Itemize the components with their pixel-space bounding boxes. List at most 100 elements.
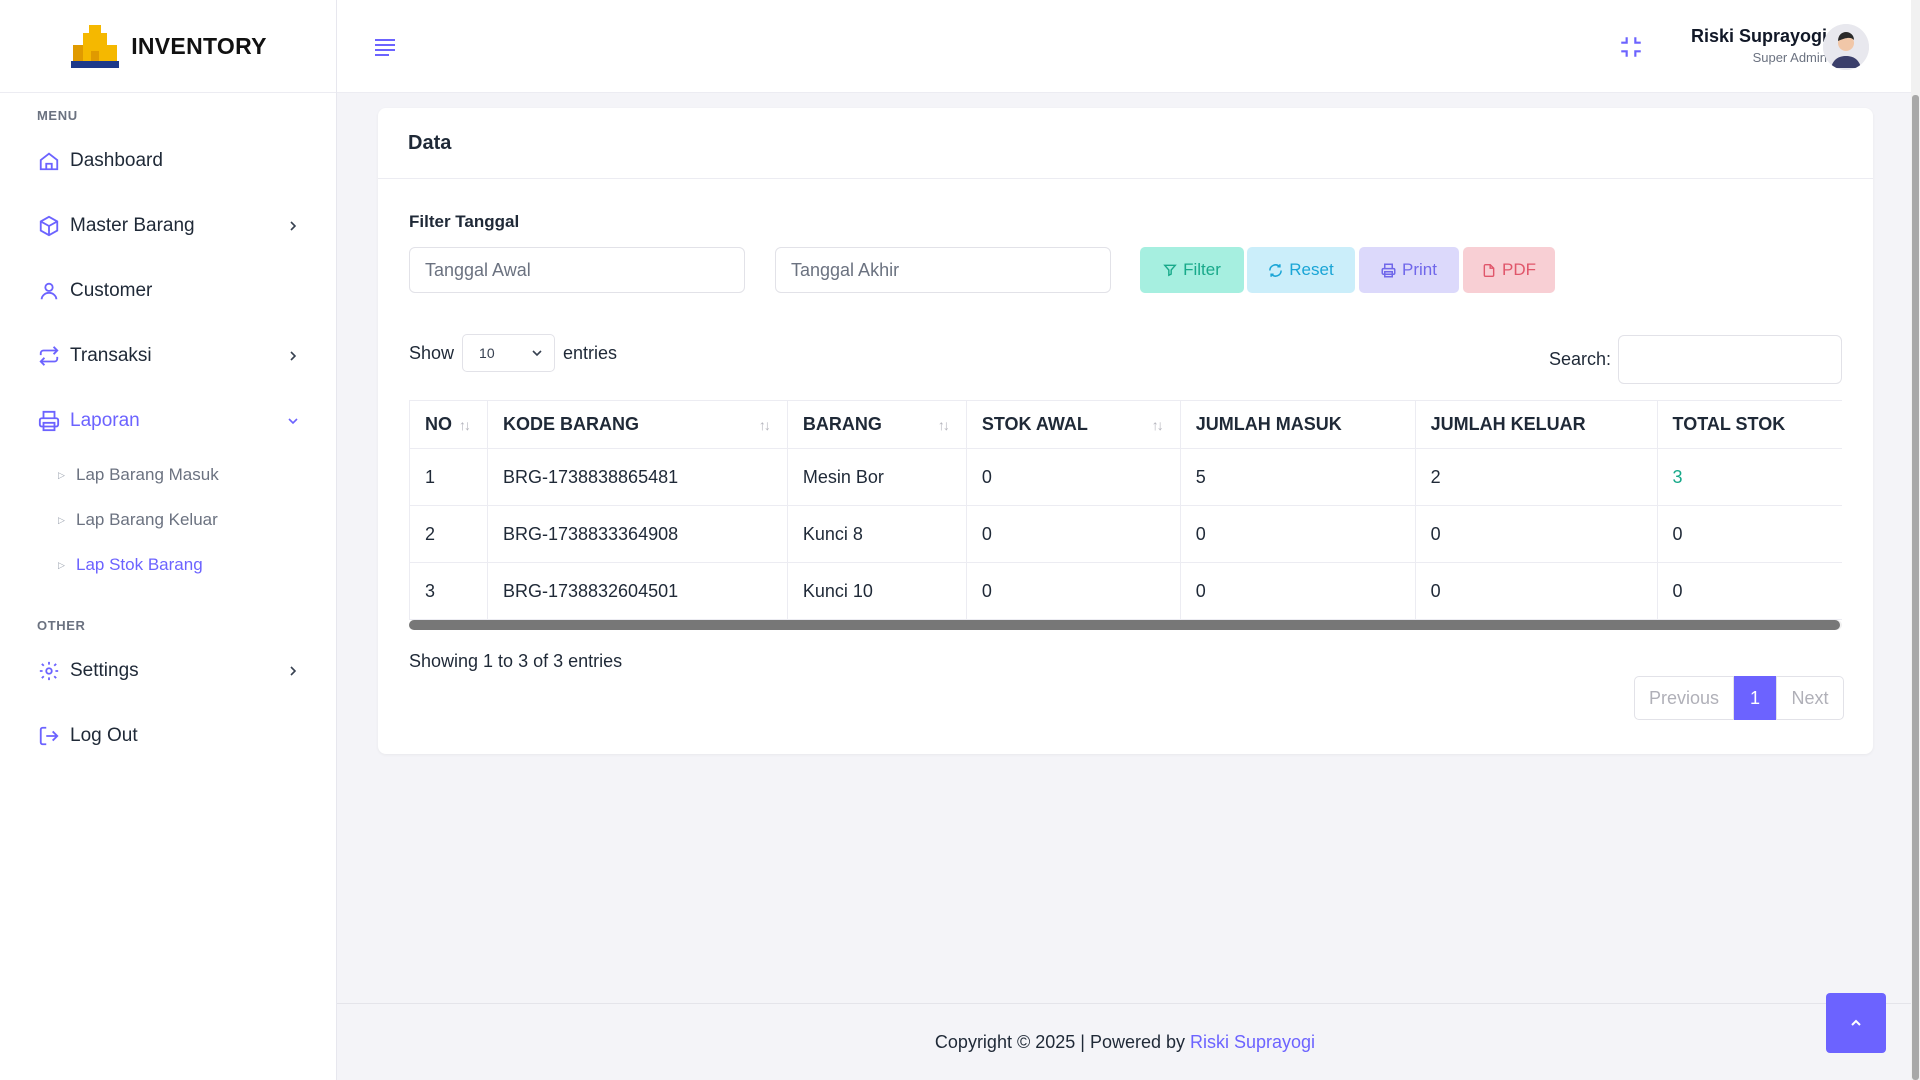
- cell-total-stok: 0: [1657, 505, 1842, 563]
- user-name: Riski Suprayogi: [1690, 26, 1827, 46]
- bullet-icon: ▷: [58, 559, 65, 570]
- sidebar-item-label: Transaksi: [70, 345, 152, 366]
- reset-button[interactable]: Reset: [1247, 247, 1355, 293]
- sidebar-item-customer[interactable]: Customer: [37, 271, 300, 311]
- previous-page-button[interactable]: Previous: [1634, 676, 1734, 720]
- column-header-stok-awal[interactable]: STOK AWAL ↑↓: [966, 400, 1181, 449]
- cell-jumlah-keluar: 0: [1415, 505, 1658, 563]
- user-role: Super Admin: [1752, 50, 1827, 65]
- next-page-button[interactable]: Next: [1776, 676, 1844, 720]
- column-header-barang[interactable]: BARANG ↑↓: [787, 400, 967, 449]
- bullet-icon: ▷: [58, 514, 65, 525]
- table-row: 1 BRG-1738838865481 Mesin Bor 0 5 2 3: [409, 448, 1842, 506]
- cell-total-stok: 0: [1657, 562, 1842, 620]
- sidebar-item-logout[interactable]: Log Out: [37, 716, 300, 756]
- table-horizontal-scrollbar[interactable]: [409, 620, 1842, 630]
- sidebar-subitem-lap-barang-masuk[interactable]: ▷ Lap Barang Masuk: [58, 460, 219, 490]
- brand-name: INVENTORY: [131, 32, 267, 59]
- cell-no: 2: [409, 505, 488, 563]
- sidebar-item-label: Dashboard: [70, 150, 163, 171]
- footer: Copyright © 2025 | Powered by Riski Supr…: [337, 1003, 1913, 1080]
- chevron-down-icon: [532, 350, 542, 357]
- cell-total-stok: 3: [1657, 448, 1842, 506]
- back-to-top-button[interactable]: [1826, 993, 1886, 1053]
- sort-icon: ↑↓: [758, 417, 771, 433]
- cell-no: 3: [409, 562, 488, 620]
- chevron-down-icon: [286, 414, 300, 428]
- scrollbar-thumb[interactable]: [409, 620, 1840, 630]
- column-label: JUMLAH KELUAR: [1430, 414, 1586, 434]
- brand[interactable]: INVENTORY: [0, 0, 336, 93]
- table-header-row: NO ↑↓ KODE BARANG ↑↓ BARANG ↑↓ STOK AWAL ↑↓ …: [409, 400, 1842, 449]
- page-length-control: Show 10 entries: [409, 334, 617, 372]
- start-date-input[interactable]: [409, 247, 745, 293]
- menu-toggle-icon[interactable]: [373, 36, 397, 58]
- column-label: NO: [425, 414, 452, 434]
- chevron-right-icon: [286, 219, 300, 233]
- sidebar-item-master-barang[interactable]: Master Barang: [37, 206, 300, 246]
- sidebar-item-dashboard[interactable]: Dashboard: [37, 141, 300, 181]
- column-header-jumlah-keluar[interactable]: JUMLAH KELUAR: [1415, 400, 1658, 449]
- card-header: Data: [378, 108, 1873, 179]
- page-vertical-scrollbar[interactable]: [1911, 0, 1920, 1080]
- copyright-text: Copyright © 2025 | Powered by: [934, 1031, 1185, 1052]
- inventory-logo-icon: [71, 25, 120, 68]
- data-card: Data Filter Tanggal Filter Reset Print P…: [378, 108, 1873, 754]
- file-pdf-icon: [1483, 263, 1495, 277]
- box-icon: [37, 214, 61, 238]
- reset-button-label: Reset: [1289, 260, 1334, 279]
- sidebar-subitem-label: Lap Stok Barang: [76, 555, 203, 574]
- column-label: JUMLAH MASUK: [1195, 414, 1342, 434]
- print-button-label: Print: [1402, 260, 1437, 279]
- print-button[interactable]: Print: [1359, 247, 1459, 293]
- column-label: BARANG: [802, 414, 882, 434]
- column-header-kode-barang[interactable]: KODE BARANG ↑↓: [487, 400, 788, 449]
- avatar[interactable]: [1823, 24, 1869, 70]
- search-input[interactable]: [1618, 335, 1842, 384]
- column-header-total-stok[interactable]: TOTAL STOK: [1657, 400, 1842, 449]
- exit-fullscreen-icon[interactable]: [1618, 34, 1644, 60]
- home-icon: [37, 149, 61, 173]
- pdf-button-label: PDF: [1502, 260, 1536, 279]
- sidebar-subitem-label: Lap Barang Masuk: [76, 465, 219, 484]
- sidebar-item-laporan[interactable]: Laporan: [37, 401, 300, 441]
- cell-jumlah-masuk: 0: [1180, 562, 1416, 620]
- chevron-right-icon: [286, 349, 300, 363]
- page-length-select[interactable]: 10: [462, 334, 556, 372]
- bullet-icon: ▷: [58, 469, 65, 480]
- cell-kode-barang: BRG-1738838865481: [487, 448, 788, 506]
- filter-button[interactable]: Filter: [1140, 247, 1244, 293]
- column-header-jumlah-masuk[interactable]: JUMLAH MASUK: [1180, 400, 1416, 449]
- footer-author-link[interactable]: Riski Suprayogi: [1190, 1031, 1316, 1052]
- cell-stok-awal: 0: [966, 448, 1181, 506]
- sidebar-subitem-lap-stok-barang[interactable]: ▷ Lap Stok Barang: [58, 550, 203, 580]
- cell-jumlah-keluar: 0: [1415, 562, 1658, 620]
- user-info[interactable]: Riski Suprayogi Super Admin: [1691, 26, 1827, 65]
- column-label: STOK AWAL: [981, 414, 1088, 434]
- sidebar-item-label: Customer: [70, 280, 153, 301]
- cell-barang: Kunci 10: [787, 562, 967, 620]
- sort-icon: ↑↓: [937, 417, 950, 433]
- sort-icon: ↑↓: [1151, 417, 1164, 433]
- entries-label: entries: [563, 342, 618, 363]
- page-1-button[interactable]: 1: [1734, 676, 1776, 720]
- cell-stok-awal: 0: [966, 562, 1181, 620]
- cell-jumlah-keluar: 2: [1415, 448, 1658, 506]
- card-title: Data: [408, 131, 452, 154]
- scrollbar-thumb[interactable]: [1912, 95, 1919, 1080]
- column-header-no[interactable]: NO ↑↓: [409, 400, 488, 449]
- sidebar-item-label: Settings: [70, 660, 139, 681]
- sidebar-item-settings[interactable]: Settings: [37, 651, 300, 691]
- column-label: KODE BARANG: [502, 414, 639, 434]
- show-label: Show: [409, 342, 455, 363]
- filter-button-label: Filter: [1183, 260, 1221, 279]
- sidebar-item-label: Master Barang: [70, 215, 195, 236]
- sidebar: INVENTORY MENU Dashboard Master Barang C…: [0, 0, 337, 1080]
- sidebar-subitem-lap-barang-keluar[interactable]: ▷ Lap Barang Keluar: [58, 505, 218, 535]
- topbar: Riski Suprayogi Super Admin: [337, 0, 1913, 93]
- table-row: 3 BRG-1738832604501 Kunci 10 0 0 0 0: [409, 562, 1842, 620]
- pdf-button[interactable]: PDF: [1463, 247, 1555, 293]
- sidebar-item-transaksi[interactable]: Transaksi: [37, 336, 300, 376]
- column-label: TOTAL STOK: [1672, 414, 1786, 434]
- end-date-input[interactable]: [775, 247, 1111, 293]
